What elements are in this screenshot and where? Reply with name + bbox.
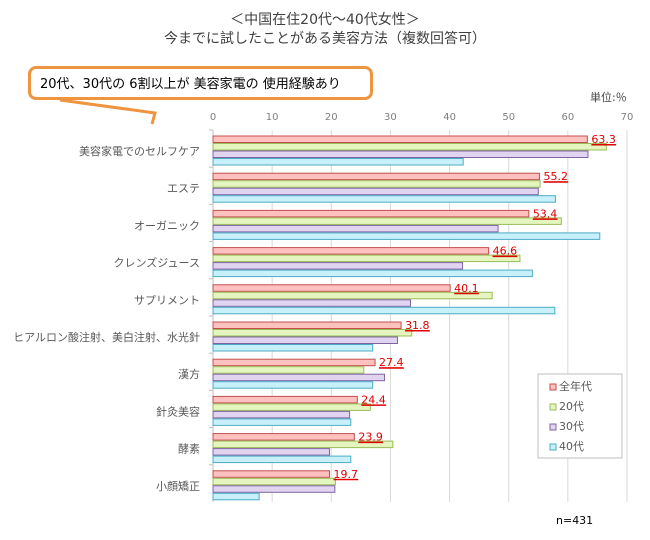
x-tick-label: 60 [561, 112, 574, 123]
callout-tail [59, 98, 157, 125]
bar-全年代 [212, 395, 358, 404]
bar-全年代 [212, 172, 540, 181]
category-label: オーガニック [134, 219, 200, 232]
bar-30代 [212, 299, 412, 307]
category-label: エステ [167, 182, 200, 195]
bar-40代 [212, 455, 352, 464]
bar-30代 [212, 485, 336, 493]
data-label: 19.7 [334, 468, 359, 481]
bar-全年代 [212, 433, 355, 441]
bar-30代 [212, 448, 331, 456]
bar-20代 [212, 254, 521, 263]
legend-swatch [549, 383, 557, 391]
bar-全年代 [212, 321, 402, 329]
bar-40代 [212, 232, 601, 240]
data-label: 63.3 [591, 133, 616, 146]
bar-20代 [212, 217, 562, 225]
data-label: 23.9 [358, 431, 383, 444]
bar-30代 [212, 224, 499, 233]
bar-40代 [212, 344, 374, 352]
legend-swatch [549, 403, 557, 411]
bar-全年代 [212, 247, 490, 255]
bar-40代 [212, 418, 352, 426]
sample-size-label: n=431 [556, 514, 594, 527]
data-label: 24.4 [361, 393, 386, 406]
bar-20代 [212, 477, 336, 486]
category-label: ヒアルロン酸注射、美白注射、水光針 [13, 330, 200, 344]
data-label: 31.8 [405, 319, 430, 332]
bar-20代 [212, 403, 371, 411]
legend-label: 30代 [559, 420, 584, 433]
data-label: 55.2 [543, 170, 568, 183]
category-label: 美容家電でのセルフケア [79, 144, 200, 158]
bar-30代 [212, 410, 351, 419]
category-label: 漢方 [178, 367, 200, 381]
bar-20代 [212, 143, 607, 151]
bar-20代 [212, 440, 394, 449]
data-label: 27.4 [379, 356, 404, 369]
x-tick-label: 30 [384, 112, 397, 123]
bar-20代 [212, 329, 413, 337]
bar-30代 [212, 373, 386, 382]
x-tick-label: 0 [210, 112, 216, 123]
category-label: 針灸美容 [156, 404, 200, 418]
bar-30代 [212, 150, 589, 158]
data-label: 53.4 [533, 207, 558, 220]
chart-title: ＜中国在住20代～40代女性＞ [230, 12, 420, 28]
data-label: 46.6 [493, 245, 518, 258]
bar-20代 [212, 366, 365, 374]
category-label: サプリメント [134, 294, 200, 307]
legend-label: 40代 [559, 440, 584, 453]
bar-40代 [212, 306, 556, 315]
bar-全年代 [212, 209, 530, 218]
data-label: 40.1 [454, 282, 479, 295]
x-tick-label: 20 [325, 112, 338, 123]
bar-全年代 [212, 284, 451, 292]
legend-swatch [549, 443, 557, 451]
legend-swatch [549, 423, 557, 431]
unit-label: 単位:％ [590, 91, 627, 104]
bar-30代 [212, 336, 399, 344]
legend-label: 20代 [559, 400, 584, 413]
bar-30代 [212, 262, 464, 270]
x-tick-label: 40 [443, 112, 456, 123]
bar-全年代 [212, 135, 588, 143]
bar-全年代 [212, 470, 331, 478]
x-tick-label: 50 [502, 112, 515, 123]
category-label: 小顔矯正 [156, 479, 200, 493]
category-label: 酵素 [178, 443, 200, 456]
callout-text: 20代、30代の 6割以上が 美容家電の 使用経験あり [40, 77, 341, 92]
bar-20代 [212, 291, 493, 300]
bar-全年代 [212, 358, 376, 367]
bar-30代 [212, 187, 539, 196]
bar-40代 [212, 158, 464, 166]
bar-40代 [212, 195, 556, 203]
bar-40代 [212, 381, 374, 389]
bar-40代 [212, 269, 533, 278]
callout-box [28, 66, 373, 100]
category-label: クレンズジュース [114, 256, 200, 270]
chart-subtitle: 今までに試したことがある美容方法（複数回答可） [164, 31, 486, 47]
legend-label: 全年代 [559, 379, 592, 393]
bar-40代 [212, 492, 260, 501]
x-tick-label: 70 [621, 112, 634, 123]
bar-20代 [212, 180, 541, 188]
x-tick-label: 10 [266, 112, 279, 123]
